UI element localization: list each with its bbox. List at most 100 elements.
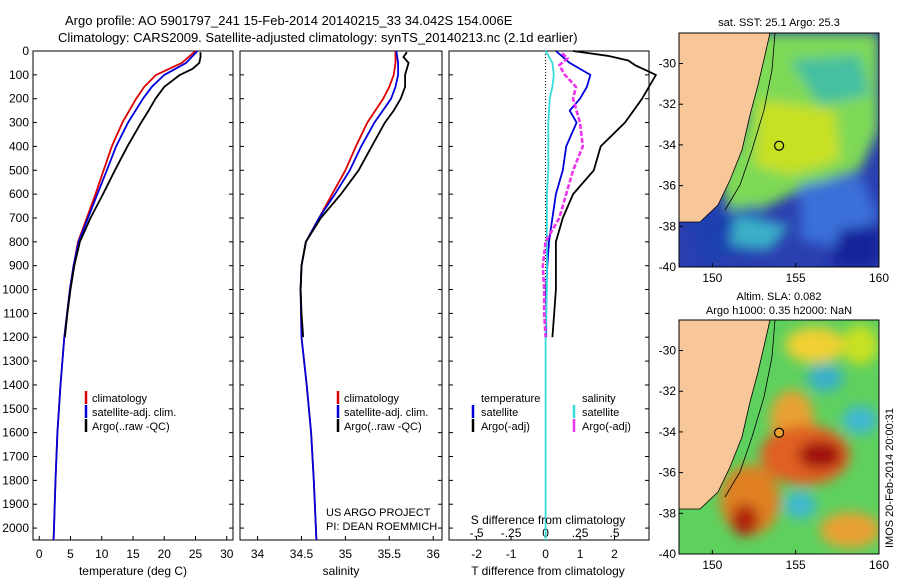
- isobath: [724, 33, 776, 211]
- series-line: [64, 52, 202, 338]
- sla-longitude-axis: 150 155 160: [702, 550, 889, 572]
- sst-map-title: sat. SST: 25.1 Argo: 25.3: [718, 17, 840, 29]
- x-tick-label: 35: [339, 547, 353, 561]
- sla-map-title-2: Argo h1000: 0.35 h2000: NaN: [706, 305, 852, 317]
- y-tick-label: -30: [659, 344, 677, 358]
- header-line-1: Argo profile: AO 5901797_241 15-Feb-2014…: [65, 13, 513, 28]
- salinity-frame: [239, 50, 443, 541]
- argo-float-marker: [773, 140, 785, 151]
- difference-frame: [448, 50, 650, 541]
- y-tick-label: 400: [9, 139, 29, 153]
- salinity-panel: 34 34.5 35 35.5 36 salinity climatology sate…: [239, 50, 443, 578]
- series-line: [551, 50, 657, 338]
- legend-sat-s-label: satellite: [582, 407, 619, 419]
- salinity-y-ticks: [240, 50, 442, 529]
- series-line: [541, 52, 585, 338]
- legend-argo-label: Argo(..raw -QC): [92, 421, 170, 433]
- x-tick-label: 150: [702, 558, 722, 572]
- difference-panel: -2 -1 0 1 2 -.5 -.25 0.25.5 T difference from …: [448, 50, 657, 578]
- timestamp-watermark: IMOS 20-Feb-2014 20:00:31: [884, 408, 896, 548]
- temperature-frame: [32, 50, 234, 541]
- legend-argo-label: Argo(..raw -QC): [344, 421, 422, 433]
- legend-sat-label: satellite-adj. clim.: [344, 407, 428, 419]
- sst-field: [679, 33, 879, 267]
- y-tick-label: -32: [659, 384, 677, 398]
- x-tick-label: 30: [220, 547, 234, 561]
- header-line-2: Climatology: CARS2009. Satellite-adjuste…: [58, 30, 578, 45]
- y-tick-label: 1100: [3, 306, 29, 320]
- y-tick-label: 1900: [2, 497, 29, 511]
- x-tick-label: 5: [67, 547, 74, 561]
- y-tick-label: 200: [9, 92, 29, 106]
- y-tick-label: 1800: [2, 473, 29, 487]
- difference-series: [541, 50, 657, 540]
- sst-map: sat. SST: 25.1 Argo: 25.3 150 155 160 -30-…: [659, 17, 890, 285]
- y-tick-label: 1400: [2, 378, 29, 392]
- x-tick-label: 35.5: [378, 547, 402, 561]
- y-tick-label: 1000: [2, 283, 29, 297]
- x-tick-label: -.5: [470, 526, 484, 540]
- y-tick-label: -36: [659, 466, 677, 480]
- coastline: [679, 33, 771, 223]
- x-tick-label: .5: [610, 526, 620, 540]
- x-tick-label: 0: [542, 547, 549, 561]
- y-tick-label: -40: [659, 547, 677, 561]
- y-tick-label: -40: [659, 260, 677, 274]
- y-tick-label: -36: [659, 179, 677, 193]
- x-tick-label: 10: [95, 547, 109, 561]
- series-line: [299, 50, 400, 541]
- credit-project: US ARGO PROJECT: [326, 507, 431, 519]
- temperature-x-axis: 0 5 10 15 20 25 30: [36, 536, 234, 561]
- legend-sat-t-label: satellite: [481, 407, 518, 419]
- difference-legend: temperature satellite Argo(-adj) salinit…: [471, 393, 631, 433]
- sla-field: [679, 320, 879, 554]
- salinity-series: [299, 50, 410, 541]
- x-tick-label: 160: [869, 271, 889, 285]
- argo-float-marker: [773, 427, 785, 438]
- y-tick-label: 1500: [2, 402, 29, 416]
- coastline: [679, 320, 771, 510]
- x-tick-label: 25: [189, 547, 203, 561]
- x-tick-label: 20: [158, 547, 172, 561]
- depth-axis: 0 100 200 300 400 500 600 700 800 900 1000 1100 1200…: [2, 44, 233, 535]
- x-tick-label: 34: [251, 547, 265, 561]
- isobath: [724, 320, 776, 498]
- salinity-x-axis: 34 34.5 35 35.5 36: [251, 536, 440, 561]
- series-line: [52, 50, 199, 541]
- salinity-xlabel: salinity: [323, 564, 360, 578]
- temperature-panel: 0100200300400500600700800900100011001200…: [2, 44, 233, 578]
- x-tick-label: -2: [471, 547, 482, 561]
- x-tick-label: 160: [869, 558, 889, 572]
- x-tick-label: 155: [786, 558, 806, 572]
- y-tick-label: 1600: [2, 426, 29, 440]
- y-tick-label: 1300: [2, 354, 29, 368]
- y-tick-label: 0: [22, 44, 29, 58]
- x-tick-label: 0: [36, 547, 43, 561]
- sla-map-title-1: Altim. SLA: 0.082: [737, 291, 822, 303]
- x-tick-label: 1: [577, 547, 584, 561]
- series-line: [52, 50, 197, 541]
- y-tick-label: 100: [9, 68, 29, 82]
- series-line: [299, 51, 410, 338]
- temperature-xlabel: temperature (deg C): [79, 564, 187, 578]
- temperature-series: [52, 50, 202, 541]
- s-difference-xlabel: S difference from climatology: [471, 513, 626, 527]
- x-tick-label: .25: [572, 526, 589, 540]
- series-line: [544, 50, 555, 540]
- credit-pi: PI: DEAN ROEMMICH: [326, 521, 437, 533]
- y-tick-label: -34: [659, 138, 677, 152]
- legend-temperature-title: temperature: [481, 393, 540, 405]
- x-tick-label: 155: [786, 271, 806, 285]
- x-tick-label: 36: [427, 547, 441, 561]
- legend-sat-label: satellite-adj. clim.: [92, 407, 176, 419]
- y-tick-label: 2000: [2, 521, 29, 535]
- y-tick-label: 500: [9, 163, 29, 177]
- legend-clim-label: climatology: [92, 393, 148, 405]
- difference-y-ticks: [449, 50, 649, 529]
- t-difference-xlabel: T difference from climatology: [471, 564, 625, 578]
- salinity-legend: climatology satellite-adj. clim. Argo(..…: [336, 391, 428, 433]
- sla-latitude-axis: -30 -32 -34 -36 -38 -40: [659, 344, 683, 561]
- temperature-legend: climatology satellite-adj. clim. Argo(..…: [84, 391, 176, 433]
- y-tick-label: 800: [9, 235, 29, 249]
